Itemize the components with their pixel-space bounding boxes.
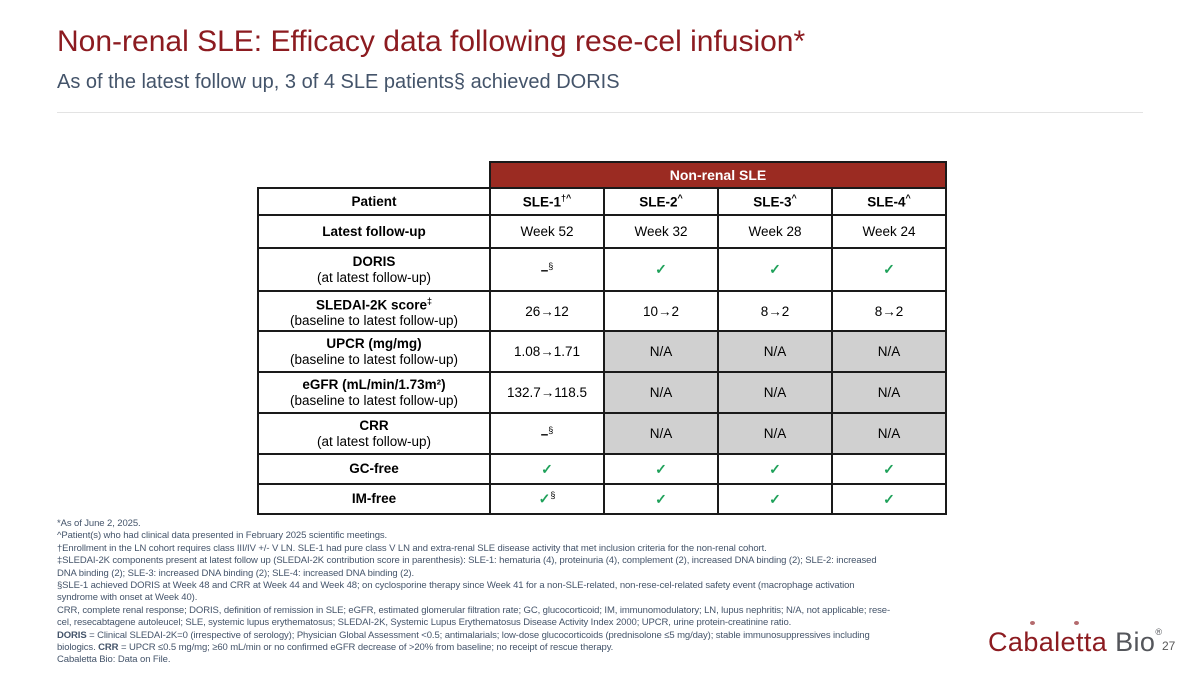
table-cell: 8→2 — [831, 290, 947, 332]
table-cell: 1.08→1.71 — [489, 330, 605, 373]
check-icon: ✓ — [769, 460, 781, 477]
column-header-sle-3: SLE-3^ — [717, 187, 833, 216]
check-icon: ✓ — [883, 460, 895, 477]
efficacy-table: Non-renal SLE Patient SLE-1†^ SLE-2^ SLE-3^ S… — [257, 161, 947, 515]
table-band: Non-renal SLE — [489, 161, 947, 189]
footnote-line: DNA binding (2); SLE-3: increased DNA bi… — [57, 567, 415, 579]
na-cell: N/A — [717, 330, 833, 373]
logo-text-primary: Cabaletta — [988, 627, 1108, 657]
row-label: DORIS (at latest follow-up) — [257, 247, 491, 292]
row-label: Latest follow-up — [257, 214, 491, 249]
logo-dot-icon — [1074, 621, 1079, 625]
footnote-line: CRR, complete renal response; DORIS, def… — [57, 604, 891, 616]
check-icon: ✓ — [883, 261, 895, 277]
table-row: SLEDAI-2K score‡ (baseline to latest foll… — [257, 290, 947, 332]
check-icon: ✓ — [655, 261, 667, 277]
column-header-sle-1: SLE-1†^ — [489, 187, 605, 216]
footnote-line: syndrome with onset at Week 40). — [57, 592, 198, 604]
table-cell: ✓§ — [489, 483, 605, 515]
check-icon: ✓ — [541, 460, 553, 477]
table-cell: ✓ — [603, 247, 719, 292]
table-cell: ✓ — [717, 483, 833, 515]
footnote-line: DORIS = Clinical SLEDAI-2K=0 (irrespecti… — [57, 629, 870, 641]
band-spacer — [258, 162, 490, 188]
column-header-sle-2: SLE-2^ — [603, 187, 719, 216]
footnote-line: ^Patient(s) who had clinical data presen… — [57, 530, 388, 542]
na-cell: N/A — [603, 412, 719, 455]
logo-text-secondary: Bio — [1115, 627, 1156, 657]
table-cell: 26→12 — [489, 290, 605, 332]
footnote-line: cel, resecabtagene autoleucel; SLE, syst… — [57, 617, 792, 629]
row-label: eGFR (mL/min/1.73m²) (baseline to latest … — [257, 371, 491, 414]
na-cell: N/A — [717, 412, 833, 455]
table-cell: ✓ — [831, 247, 947, 292]
table-cell: Week 24 — [831, 214, 947, 249]
table-cell: ✓ — [717, 453, 833, 485]
na-cell: N/A — [603, 330, 719, 373]
footnote-line: §SLE-1 achieved DORIS at Week 48 and CRR… — [57, 580, 855, 592]
table-cell: Week 52 — [489, 214, 605, 249]
registered-mark: ® — [1155, 627, 1163, 637]
table-cell: ✓ — [831, 453, 947, 485]
na-cell: N/A — [831, 412, 947, 455]
column-header-sle-4: SLE-4^ — [831, 187, 947, 216]
check-icon: ✓ — [538, 490, 551, 507]
footnote-line: biologics. CRR = UPCR ≤0.5 mg/mg; ≥60 mL… — [57, 642, 614, 654]
footnote-line: †Enrollment in the LN cohort requires cl… — [57, 542, 767, 554]
table-cell: ✓ — [489, 453, 605, 485]
table-row: DORIS (at latest follow-up) –§ ✓ ✓ ✓ — [257, 247, 947, 292]
table-cell: ✓ — [717, 247, 833, 292]
logo-dot-icon — [1030, 621, 1035, 625]
footnote-line: Cabaletta Bio: Data on File. — [57, 654, 171, 666]
table-band-row: Non-renal SLE — [258, 161, 947, 189]
check-icon: ✓ — [655, 490, 667, 507]
dash-mark: – — [540, 262, 549, 278]
check-icon: ✓ — [769, 490, 781, 507]
footnotes: *As of June 2, 2025. ^Patient(s) who had … — [57, 518, 890, 667]
na-cell: N/A — [717, 371, 833, 414]
row-label: UPCR (mg/mg) (baseline to latest follow-u… — [257, 330, 491, 373]
table-cell: –§ — [489, 247, 605, 292]
table-cell: 10→2 — [603, 290, 719, 332]
na-cell: N/A — [603, 371, 719, 414]
table-cell: ✓ — [603, 453, 719, 485]
table-row: eGFR (mL/min/1.73m²) (baseline to latest … — [257, 371, 947, 414]
table-cell: 8→2 — [717, 290, 833, 332]
table-row: UPCR (mg/mg) (baseline to latest follow-u… — [257, 330, 947, 373]
na-cell: N/A — [831, 330, 947, 373]
na-cell: N/A — [831, 371, 947, 414]
table-cell: ✓ — [603, 483, 719, 515]
row-label: SLEDAI-2K score‡ (baseline to latest foll… — [257, 290, 491, 332]
table-row: CRR (at latest follow-up) –§ N/A N/A N/A — [257, 412, 947, 455]
row-label: IM-free — [257, 483, 491, 515]
page-subtitle: As of the latest follow up, 3 of 4 SLE p… — [57, 71, 620, 93]
table-row: IM-free ✓§ ✓ ✓ ✓ — [257, 483, 947, 515]
footnote-line: ‡SLEDAI-2K components present at latest … — [57, 555, 877, 567]
divider-line — [57, 112, 1143, 113]
check-icon: ✓ — [883, 490, 895, 507]
check-icon: ✓ — [655, 460, 667, 477]
row-label: GC-free — [257, 453, 491, 485]
table-cell: Week 28 — [717, 214, 833, 249]
page-number: 27 — [1162, 639, 1176, 653]
row-label: CRR (at latest follow-up) — [257, 412, 491, 455]
table-row: GC-free ✓ ✓ ✓ ✓ — [257, 453, 947, 485]
table-cell: 132.7→118.5 — [489, 371, 605, 414]
table-cell: –§ — [489, 412, 605, 455]
table-cell: ✓ — [831, 483, 947, 515]
page-title: Non-renal SLE: Efficacy data following r… — [57, 25, 806, 58]
cabaletta-logo: Cabaletta Bio® — [988, 621, 1163, 658]
footnote-line: *As of June 2, 2025. — [57, 518, 141, 529]
dash-mark: – — [540, 426, 549, 442]
table-header-row: Patient SLE-1†^ SLE-2^ SLE-3^ SLE-4^ — [257, 187, 947, 216]
table-cell: Week 32 — [603, 214, 719, 249]
check-icon: ✓ — [769, 261, 781, 277]
table-row: Latest follow-up Week 52 Week 32 Week 28 Wee… — [257, 214, 947, 249]
column-header-patient: Patient — [257, 187, 491, 216]
